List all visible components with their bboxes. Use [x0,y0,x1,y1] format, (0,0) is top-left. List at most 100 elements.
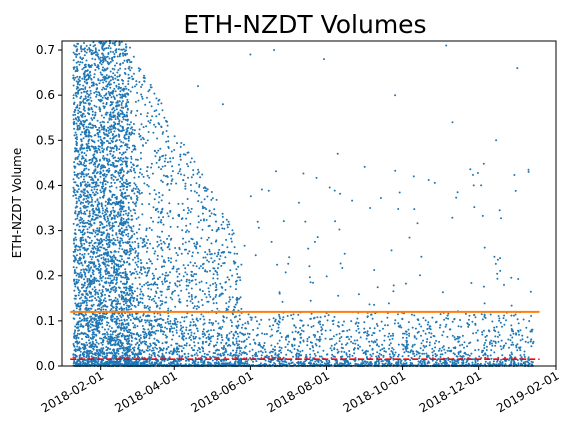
data-point [102,81,105,84]
data-point [138,340,141,342]
data-point [172,157,175,159]
data-point [237,265,240,268]
data-point [147,131,150,133]
data-point [126,318,128,321]
data-point [160,179,163,182]
data-point [214,320,217,323]
data-point [73,312,76,315]
data-point [78,262,80,265]
data-point [79,354,82,357]
data-point [90,258,93,261]
data-point [88,76,91,79]
data-point [154,283,157,286]
data-point [164,164,167,167]
data-point [94,58,97,61]
data-point [187,355,190,358]
data-point [91,126,94,129]
data-point [99,79,102,82]
data-point [232,232,235,235]
data-point [129,270,132,273]
data-point [121,167,124,169]
data-point [122,170,125,173]
data-points [72,40,535,367]
data-point [164,334,167,337]
data-point [74,131,77,134]
data-point [86,228,89,231]
data-point [106,169,109,172]
data-point [162,333,165,336]
data-point [82,239,85,242]
data-point [95,318,97,321]
data-point [125,351,128,354]
data-point [150,86,153,89]
data-point [115,105,118,108]
data-point [204,251,207,254]
data-point [88,145,91,148]
data-point [85,51,88,54]
data-point [109,288,112,290]
data-point [75,238,78,241]
data-point [208,250,211,253]
data-point [156,305,159,307]
data-point [193,341,196,344]
data-point [81,115,84,118]
data-point [83,225,86,228]
data-point [159,330,162,333]
data-point [145,229,148,232]
data-point [85,301,88,304]
data-point [75,91,78,94]
data-point [186,299,189,302]
data-point [112,165,115,167]
data-point [168,189,171,191]
data-point [101,43,104,45]
data-point [97,214,99,217]
data-point [92,41,95,44]
data-point [225,238,228,241]
data-point [199,219,202,222]
data-point [106,347,109,349]
data-point [120,307,123,310]
data-point [76,124,79,127]
data-point [108,337,111,340]
data-point [110,316,113,319]
data-point [113,96,116,99]
data-point [74,150,76,153]
data-point [119,67,122,70]
data-point [155,362,158,365]
data-point [76,358,79,361]
data-point [82,343,85,346]
data-point [125,87,128,90]
data-point [94,241,97,244]
data-point [110,131,113,133]
data-point [127,126,130,129]
data-point [82,100,85,103]
data-point [136,299,139,302]
data-point [80,304,82,307]
data-point [116,281,118,284]
data-point [169,209,172,212]
data-point [131,336,134,339]
data-point [82,198,85,201]
data-point [97,295,100,298]
data-point [103,353,106,356]
data-point [78,219,81,222]
data-point [115,287,118,289]
data-point [97,164,100,167]
data-point [87,219,90,222]
data-point [99,215,102,218]
data-point [75,140,78,143]
data-point [141,95,143,98]
data-point [168,202,171,205]
data-point [125,289,127,292]
data-point [83,222,86,225]
data-point [101,56,104,59]
data-point [85,167,88,170]
data-point [116,215,119,218]
data-point [77,329,80,332]
data-point [229,352,232,355]
data-point [108,363,111,366]
data-point [113,121,116,124]
data-point [222,316,225,319]
data-point [84,275,87,278]
data-point [236,273,239,275]
